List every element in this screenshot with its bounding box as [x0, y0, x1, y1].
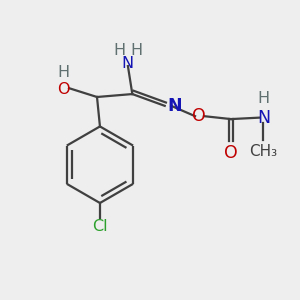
Text: H: H [57, 65, 69, 80]
Text: O: O [224, 144, 238, 162]
Text: H: H [114, 43, 126, 58]
Text: Cl: Cl [92, 219, 108, 234]
Text: N: N [167, 97, 182, 115]
Text: O: O [192, 107, 206, 125]
Text: N: N [257, 109, 270, 127]
Text: N: N [122, 56, 134, 70]
Text: CH₃: CH₃ [249, 144, 278, 159]
Text: H: H [131, 43, 143, 58]
Text: H: H [257, 92, 269, 106]
Text: O: O [57, 82, 69, 97]
